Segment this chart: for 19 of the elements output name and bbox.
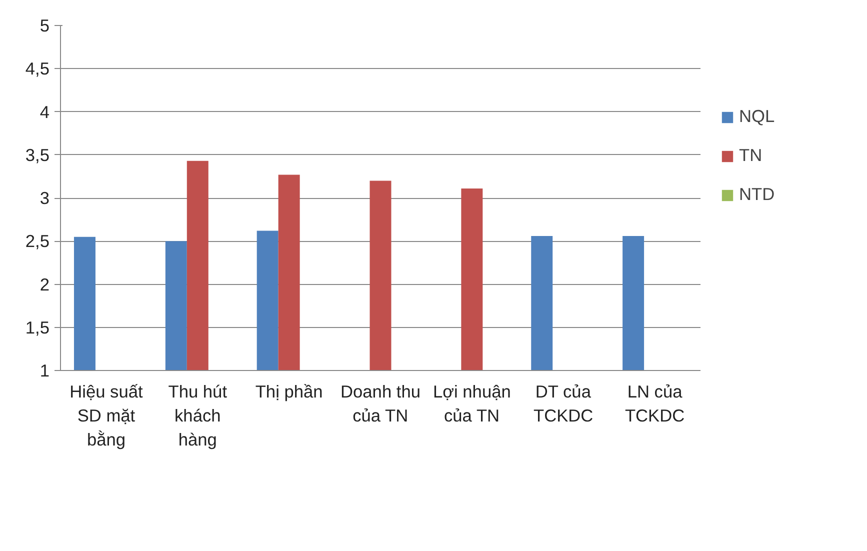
x-tick-label: Hiệu suất SD mặt bằng	[70, 382, 143, 450]
x-tick-label: Doanh thu của TN	[340, 382, 420, 426]
y-tick-label: 4,5	[25, 58, 50, 79]
y-tick-label: 2	[40, 274, 50, 294]
x-tick-label: Thị phần	[255, 382, 323, 402]
x-tick-label: LN của TCKDC	[624, 382, 685, 426]
y-tick-label: 3	[40, 188, 50, 208]
y-tick-label: 1	[40, 360, 50, 380]
legend-label: NTD	[739, 184, 775, 205]
x-tick-label: Thu hút khách hàng	[168, 382, 228, 450]
y-tick-label: 2,5	[25, 231, 50, 252]
y-tick-label: 3,5	[25, 144, 50, 165]
x-tick-label: DT của TCKDC	[534, 382, 594, 426]
legend-label: NQL	[739, 106, 775, 127]
y-tick-label: 4	[40, 102, 50, 122]
y-tick-label: 5	[40, 16, 50, 36]
legend-label: TN	[739, 145, 762, 166]
x-tick-label: Lợi nhuận của TN	[433, 382, 511, 426]
y-tick-label: 1,5	[25, 317, 50, 338]
